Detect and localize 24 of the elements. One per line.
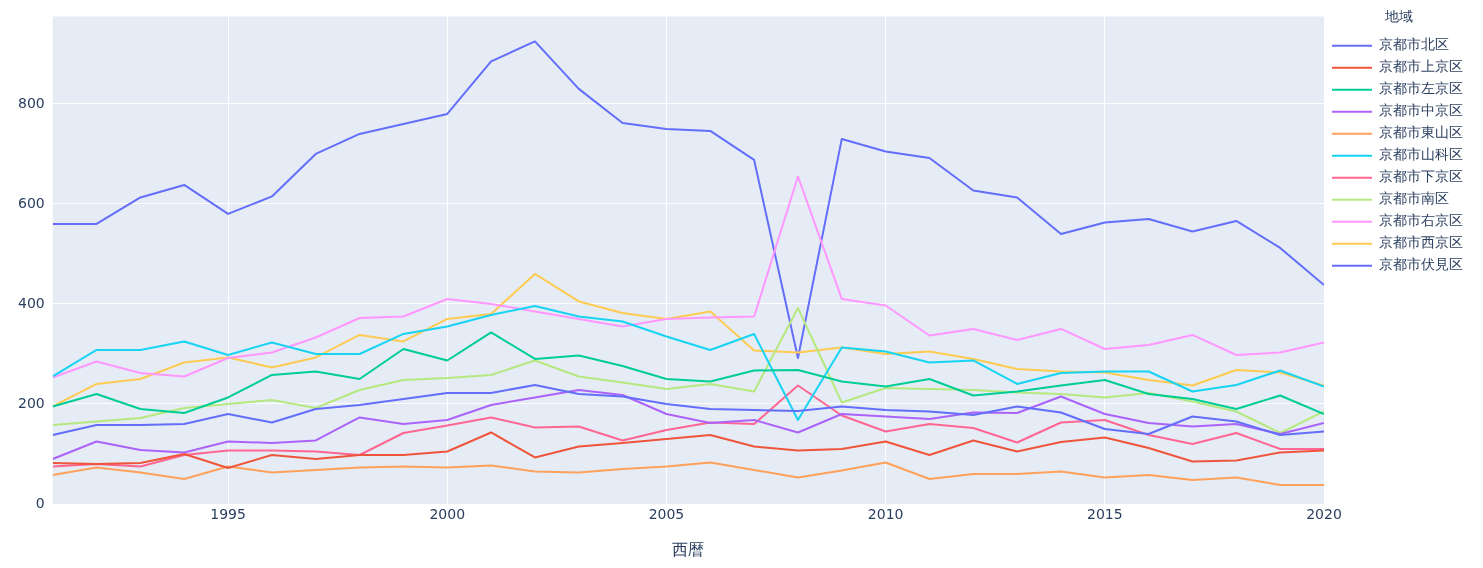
y-tick-label: 800 [17,94,45,111]
x-tick-label: 1995 [210,506,246,523]
legend-title: 地域 [1383,7,1413,24]
legend-label: 京都市東山区 [1379,124,1463,141]
legend-label: 京都市南区 [1379,190,1449,207]
y-tick-label: 200 [17,394,45,411]
legend-label: 京都市山科区 [1379,146,1463,163]
x-tick-label: 2000 [429,506,466,523]
x-tick-label: 2015 [1086,506,1123,523]
legend-label: 京都市伏見区 [1379,256,1463,273]
legend-label: 京都市下京区 [1379,168,1463,185]
x-tick-label: 2020 [1306,506,1342,523]
x-tick-label: 2010 [867,506,904,523]
y-tick-label: 600 [17,194,45,211]
legend-label: 京都市北区 [1379,36,1449,53]
legend-label: 京都市上京区 [1379,58,1463,75]
y-tick-label: 400 [17,294,45,311]
legend-label: 京都市中京区 [1379,102,1463,119]
legend-label: 京都市西京区 [1379,234,1463,251]
x-tick-label: 2005 [648,506,685,523]
x-axis-title: 西暦 [672,539,705,559]
legend-label: 京都市左京区 [1379,80,1463,97]
y-tick-label: 0 [35,494,45,511]
legend-label: 京都市右京区 [1379,212,1463,229]
